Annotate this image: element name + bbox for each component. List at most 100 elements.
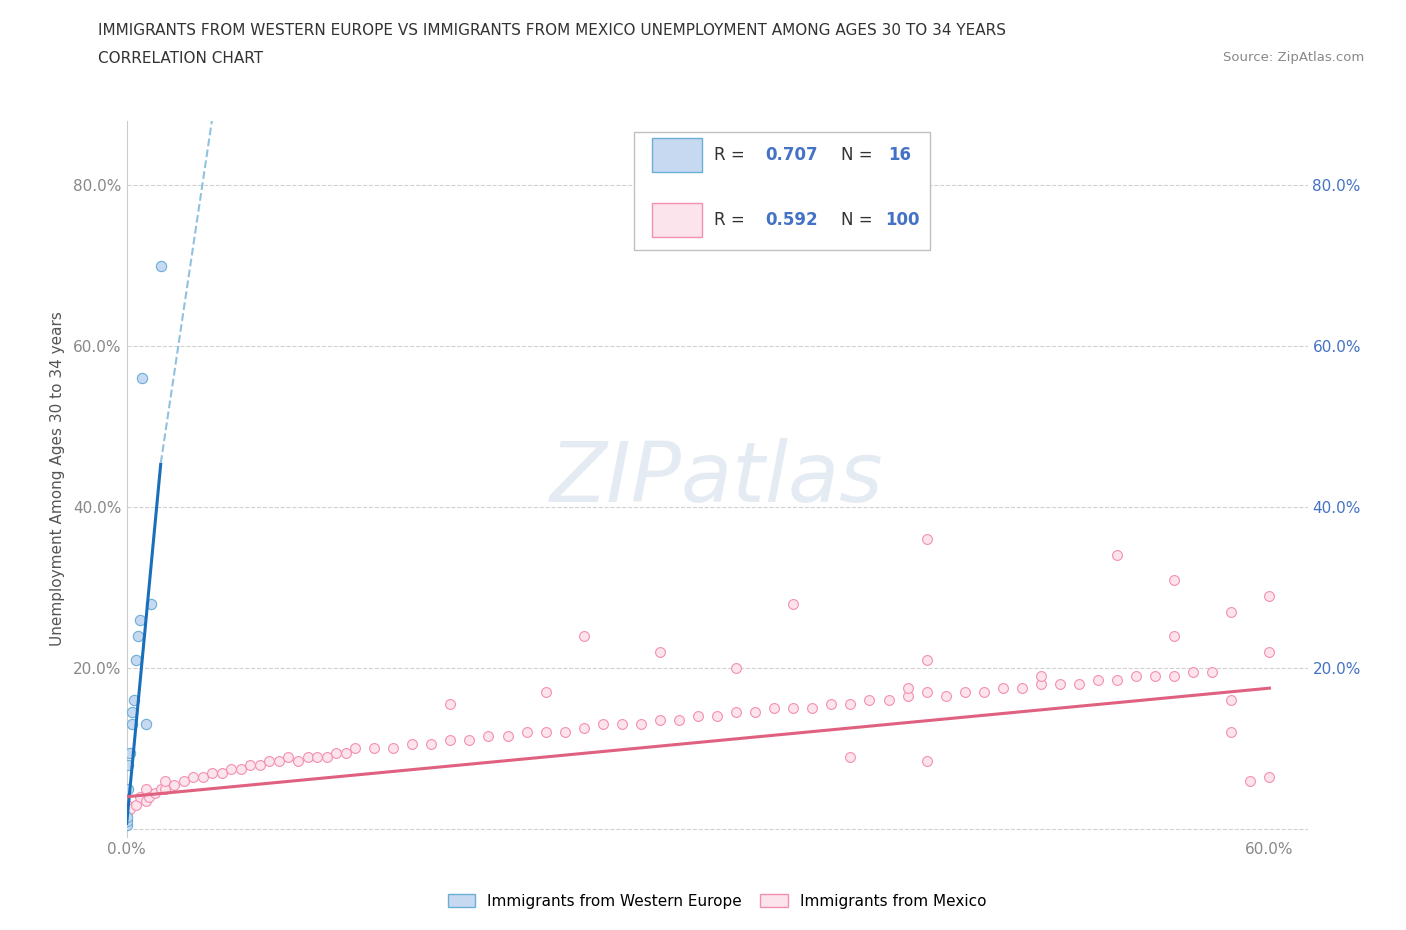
Point — [363, 741, 385, 756]
Legend: Immigrants from Western Europe, Immigrants from Mexico: Immigrants from Western Europe, Immigran… — [441, 887, 993, 915]
Point — [211, 765, 233, 780]
Point — [297, 749, 319, 764]
Point — [648, 713, 671, 728]
Point — [686, 709, 709, 724]
Point — [763, 701, 786, 716]
Text: 16: 16 — [889, 146, 911, 165]
Point — [1107, 672, 1129, 687]
Text: 0.592: 0.592 — [765, 210, 818, 229]
Point — [1220, 693, 1243, 708]
Point — [125, 653, 148, 668]
Point — [221, 761, 243, 776]
Point — [149, 259, 172, 273]
Point — [991, 681, 1014, 696]
Point — [249, 757, 271, 772]
Point — [1087, 672, 1109, 687]
Point — [420, 737, 443, 752]
Point — [121, 717, 143, 732]
Text: R =: R = — [713, 210, 749, 229]
Point — [131, 371, 153, 386]
Point — [173, 773, 195, 788]
Point — [973, 684, 995, 699]
Point — [725, 660, 748, 675]
Point — [401, 737, 423, 752]
Point — [1144, 669, 1167, 684]
Point — [1163, 669, 1185, 684]
Point — [706, 709, 728, 724]
Point — [915, 684, 938, 699]
Point — [572, 721, 595, 736]
Point — [344, 741, 367, 756]
Point — [115, 817, 138, 832]
Point — [1125, 669, 1147, 684]
Point — [127, 629, 149, 644]
Point — [153, 773, 176, 788]
Point — [782, 596, 804, 611]
Point — [125, 797, 148, 812]
Point — [201, 765, 224, 780]
Point — [782, 701, 804, 716]
Point — [858, 693, 880, 708]
Text: IMMIGRANTS FROM WESTERN EUROPE VS IMMIGRANTS FROM MEXICO UNEMPLOYMENT AMONG AGES: IMMIGRANTS FROM WESTERN EUROPE VS IMMIGR… — [98, 23, 1007, 38]
Point — [1029, 677, 1052, 692]
Point — [915, 653, 938, 668]
Point — [163, 777, 186, 792]
Point — [839, 749, 862, 764]
Point — [138, 790, 160, 804]
Text: ZIPatlas: ZIPatlas — [550, 438, 884, 520]
Point — [149, 781, 172, 796]
Point — [1029, 669, 1052, 684]
Point — [630, 717, 652, 732]
Point — [115, 814, 138, 829]
Point — [191, 769, 214, 784]
FancyBboxPatch shape — [652, 203, 702, 236]
Text: N =: N = — [841, 146, 873, 165]
Point — [117, 757, 139, 772]
Point — [534, 725, 557, 740]
Point — [117, 781, 139, 796]
Point — [181, 769, 204, 784]
Text: 0.707: 0.707 — [765, 146, 818, 165]
Point — [1011, 681, 1033, 696]
Point — [1201, 665, 1223, 680]
Point — [325, 745, 347, 760]
Point — [115, 805, 138, 820]
Point — [1220, 604, 1243, 619]
Point — [153, 781, 176, 796]
Point — [1258, 769, 1281, 784]
Point — [592, 717, 614, 732]
Point — [477, 729, 499, 744]
Point — [1067, 677, 1090, 692]
Point — [239, 757, 262, 772]
Text: CORRELATION CHART: CORRELATION CHART — [98, 51, 263, 66]
Point — [305, 749, 328, 764]
Point — [1107, 548, 1129, 563]
Point — [953, 684, 976, 699]
Point — [648, 644, 671, 659]
Point — [516, 725, 538, 740]
Point — [458, 733, 481, 748]
Point — [315, 749, 337, 764]
Point — [382, 741, 405, 756]
Point — [120, 745, 142, 760]
Point — [135, 781, 157, 796]
Point — [259, 753, 281, 768]
Point — [277, 749, 299, 764]
Point — [120, 802, 142, 817]
Point — [1163, 629, 1185, 644]
Point — [534, 684, 557, 699]
Point — [1220, 725, 1243, 740]
Text: R =: R = — [713, 146, 749, 165]
Point — [915, 532, 938, 547]
Point — [135, 793, 157, 808]
Point — [744, 705, 766, 720]
Point — [668, 713, 690, 728]
Point — [135, 717, 157, 732]
Point — [439, 697, 461, 711]
Point — [335, 745, 357, 760]
Point — [896, 681, 918, 696]
Text: 100: 100 — [884, 210, 920, 229]
Point — [115, 797, 138, 812]
Point — [128, 790, 150, 804]
Point — [287, 753, 309, 768]
